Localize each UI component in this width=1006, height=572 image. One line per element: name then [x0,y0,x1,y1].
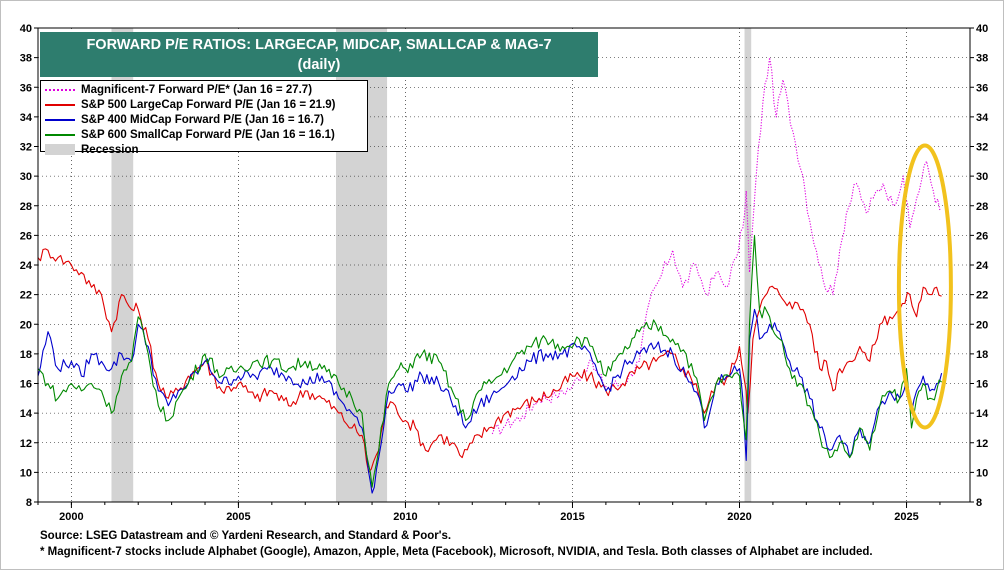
legend-item-mag7: Magnificent-7 Forward P/E* (Jan 16 = 27.… [45,82,367,97]
gridlines [38,27,970,503]
legend-label-mag7: Magnificent-7 Forward P/E* (Jan 16 = 27.… [81,83,313,96]
y-tick-label-left: 26 [20,230,32,242]
chart-legend: Magnificent-7 Forward P/E* (Jan 16 = 27.… [40,80,368,156]
legend-item-sp600: S&P 600 SmallCap Forward P/E (Jan 16 = 1… [45,127,367,142]
y-tick-label-right: 20 [976,319,988,331]
y-tick-label-right: 16 [976,379,988,391]
legend-item-sp500: S&P 500 LargeCap Forward P/E (Jan 16 = 2… [45,97,367,112]
highlight-ellipse [896,143,953,430]
legend-label-sp600: S&P 600 SmallCap Forward P/E (Jan 16 = 1… [81,128,335,141]
chart-title-box: FORWARD P/E RATIOS: LARGECAP, MIDCAP, SM… [40,32,598,77]
y-tick-label-left: 40 [20,23,32,35]
y-tick-label-right: 36 [976,82,988,94]
y-tick-label-left: 14 [20,408,33,420]
y-tick-label-left: 34 [20,112,33,124]
x-tick-label: 2025 [894,511,918,523]
y-tick-label-right: 18 [976,349,988,361]
legend-item-recession: Recession [45,142,367,157]
y-tick-label-right: 24 [976,260,989,272]
y-tick-label-right: 12 [976,438,988,450]
legend-item-sp400: S&P 400 MidCap Forward P/E (Jan 16 = 16.… [45,112,367,127]
legend-swatch-sp400 [45,118,75,121]
y-tick-label-right: 38 [976,53,988,65]
series-line-3 [37,234,942,488]
annotation-layer [896,143,953,430]
x-tick-label: 2005 [226,511,250,523]
x-tick-label: 2020 [727,511,751,523]
y-tick-label-left: 28 [20,201,32,213]
y-tick-label-right: 30 [976,171,988,183]
y-tick-label-left: 36 [20,82,32,94]
y-tick-label-right: 14 [976,408,989,420]
chart-title-line2: (daily) [297,57,341,73]
y-tick-label-right: 34 [976,112,989,124]
series-line-2 [37,308,943,494]
series-line-0 [491,57,941,435]
y-tick-label-left: 12 [20,438,32,450]
y-tick-label-right: 40 [976,23,988,35]
x-tick-label: 2000 [59,511,83,523]
y-tick-label-right: 32 [976,142,988,154]
legend-swatch-recession [45,144,75,155]
y-tick-label-left: 10 [20,467,32,479]
x-tick-label: 2015 [560,511,584,523]
x-tick-label: 2010 [393,511,417,523]
series-lines [37,57,943,494]
legend-label-recession: Recession [81,143,139,156]
mag7-footnote: * Magnificent-7 stocks include Alphabet … [40,546,873,558]
y-tick-label-left: 22 [20,290,32,302]
legend-label-sp500: S&P 500 LargeCap Forward P/E (Jan 16 = 2… [81,98,336,111]
y-tick-label-left: 8 [26,497,32,509]
y-tick-label-left: 30 [20,171,32,183]
y-tick-label-left: 24 [20,260,33,272]
y-tick-label-right: 8 [976,497,982,509]
chart-title-line1: FORWARD P/E RATIOS: LARGECAP, MIDCAP, SM… [86,37,552,53]
legend-swatch-mag7 [45,88,75,91]
y-tick-label-left: 38 [20,53,32,65]
legend-swatch-sp500 [45,103,75,106]
y-tick-label-left: 32 [20,142,32,154]
y-tick-label-right: 10 [976,467,988,479]
y-tick-label-left: 18 [20,349,32,361]
y-tick-label-right: 28 [976,201,988,213]
legend-swatch-sp600 [45,133,75,136]
legend-label-sp400: S&P 400 MidCap Forward P/E (Jan 16 = 16.… [81,113,324,126]
y-tick-label-left: 16 [20,379,32,391]
y-tick-label-right: 22 [976,290,988,302]
y-tick-label-left: 20 [20,319,32,331]
source-note: Source: LSEG Datastream and © Yardeni Re… [40,530,452,542]
series-line-1 [37,248,942,473]
recession-band-2 [744,28,752,502]
y-tick-label-right: 26 [976,230,988,242]
